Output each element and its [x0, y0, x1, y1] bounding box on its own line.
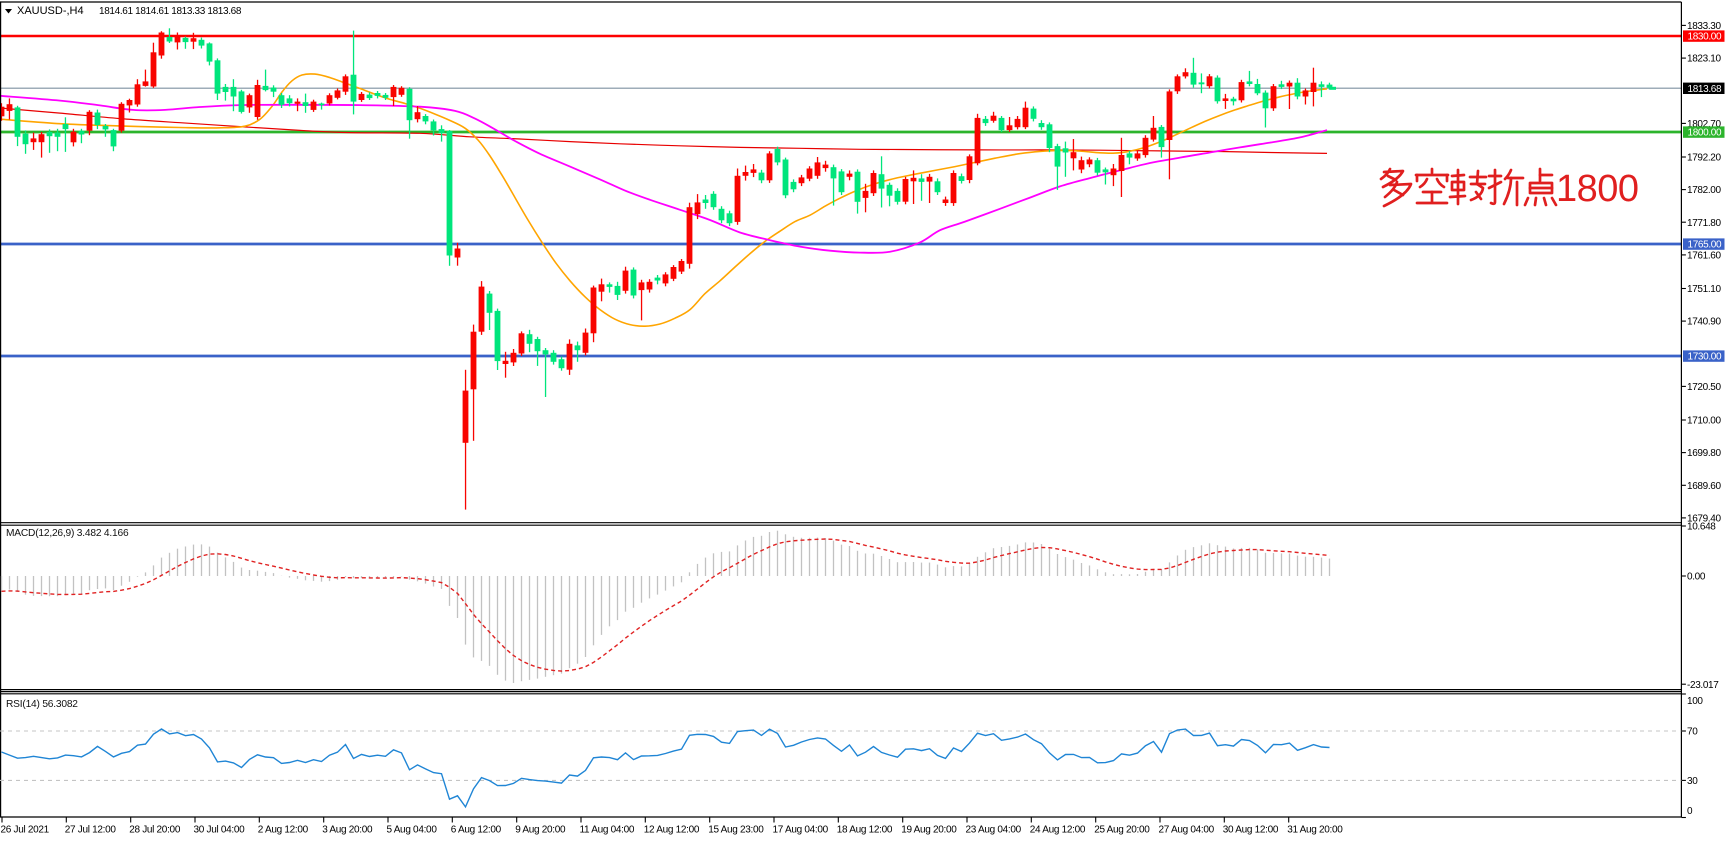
- svg-text:28 Jul 20:00: 28 Jul 20:00: [129, 825, 181, 836]
- svg-text:1710.00: 1710.00: [1687, 416, 1721, 427]
- svg-text:XAUUSD-,H4: XAUUSD-,H4: [17, 5, 84, 17]
- svg-text:1740.90: 1740.90: [1687, 317, 1721, 328]
- svg-text:6 Aug 12:00: 6 Aug 12:00: [451, 825, 502, 836]
- svg-text:RSI(14) 56.3082: RSI(14) 56.3082: [6, 699, 78, 710]
- svg-text:18 Aug 12:00: 18 Aug 12:00: [837, 825, 893, 836]
- svg-text:26 Jul 2021: 26 Jul 2021: [1, 825, 50, 836]
- svg-text:3 Aug 20:00: 3 Aug 20:00: [322, 825, 373, 836]
- svg-text:12 Aug 12:00: 12 Aug 12:00: [644, 825, 700, 836]
- svg-text:1751.10: 1751.10: [1687, 284, 1721, 295]
- svg-text:100: 100: [1687, 696, 1703, 707]
- svg-text:1800: 1800: [1556, 168, 1639, 210]
- svg-text:-23.017: -23.017: [1687, 680, 1719, 691]
- svg-text:23 Aug 04:00: 23 Aug 04:00: [966, 825, 1022, 836]
- svg-text:30 Aug 12:00: 30 Aug 12:00: [1223, 825, 1279, 836]
- svg-text:1800.00: 1800.00: [1688, 128, 1722, 139]
- svg-text:1761.60: 1761.60: [1687, 251, 1721, 262]
- svg-text:0: 0: [1687, 806, 1693, 817]
- svg-text:1765.00: 1765.00: [1688, 240, 1722, 251]
- svg-text:30 Jul 04:00: 30 Jul 04:00: [194, 825, 246, 836]
- svg-text:1813.68: 1813.68: [1688, 84, 1722, 95]
- svg-text:2 Aug 12:00: 2 Aug 12:00: [258, 825, 309, 836]
- svg-text:19 Aug 20:00: 19 Aug 20:00: [901, 825, 957, 836]
- svg-text:11 Aug 04:00: 11 Aug 04:00: [580, 825, 635, 836]
- svg-text:1771.80: 1771.80: [1687, 218, 1721, 229]
- svg-text:1792.20: 1792.20: [1687, 153, 1721, 164]
- svg-text:17 Aug 04:00: 17 Aug 04:00: [773, 825, 829, 836]
- svg-text:1830.00: 1830.00: [1688, 32, 1722, 43]
- svg-text:1833.30: 1833.30: [1687, 21, 1721, 32]
- svg-text:1689.60: 1689.60: [1687, 481, 1721, 492]
- svg-text:25 Aug 20:00: 25 Aug 20:00: [1094, 825, 1150, 836]
- svg-text:30: 30: [1687, 776, 1698, 787]
- svg-text:1720.50: 1720.50: [1687, 382, 1721, 393]
- svg-text:1782.00: 1782.00: [1687, 185, 1721, 196]
- svg-text:9 Aug 20:00: 9 Aug 20:00: [515, 825, 566, 836]
- svg-text:1730.00: 1730.00: [1688, 352, 1722, 363]
- svg-text:0.00: 0.00: [1687, 572, 1706, 583]
- svg-text:MACD(12,26,9) 3.482 4.166: MACD(12,26,9) 3.482 4.166: [6, 528, 129, 539]
- svg-text:24 Aug 12:00: 24 Aug 12:00: [1030, 825, 1086, 836]
- svg-text:1679.40: 1679.40: [1687, 514, 1721, 525]
- svg-text:5 Aug 04:00: 5 Aug 04:00: [387, 825, 438, 836]
- svg-text:70: 70: [1687, 727, 1698, 738]
- svg-text:10.648: 10.648: [1687, 522, 1716, 533]
- svg-text:1699.80: 1699.80: [1687, 448, 1721, 459]
- svg-text:27 Jul 12:00: 27 Jul 12:00: [65, 825, 117, 836]
- svg-text:1814.61 1814.61 1813.33 1813.6: 1814.61 1814.61 1813.33 1813.68: [99, 6, 242, 17]
- svg-text:1823.10: 1823.10: [1687, 54, 1721, 65]
- svg-text:15 Aug 23:00: 15 Aug 23:00: [708, 825, 764, 836]
- svg-text:27 Aug 04:00: 27 Aug 04:00: [1159, 825, 1215, 836]
- svg-text:31 Aug 20:00: 31 Aug 20:00: [1287, 825, 1343, 836]
- svg-text:1802.70: 1802.70: [1687, 119, 1721, 130]
